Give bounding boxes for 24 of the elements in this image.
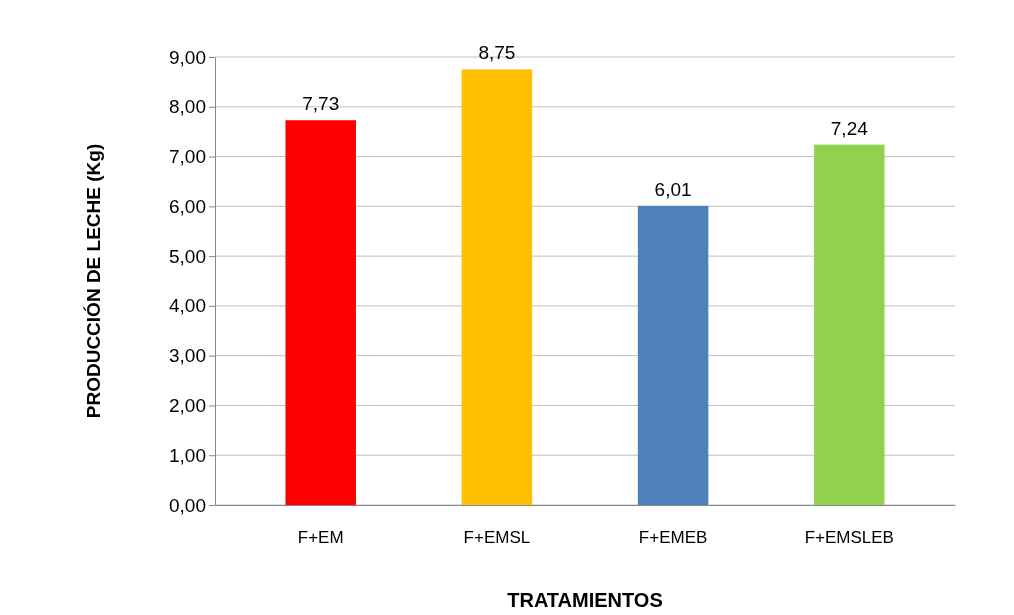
y-tick-label: 7,00 (169, 146, 206, 168)
bar (637, 205, 709, 505)
data-label: 8,75 (478, 42, 516, 64)
data-label: 6,01 (654, 178, 692, 200)
x-tick-label: F+EMSLEB (804, 528, 894, 548)
y-tick-label: 2,00 (169, 395, 206, 417)
y-tick-label: 6,00 (169, 195, 206, 217)
bar (814, 144, 885, 505)
data-label: 7,24 (830, 117, 869, 139)
bar (285, 120, 356, 505)
bar (461, 69, 533, 505)
x-axis-title: TRATAMIENTOS (507, 589, 663, 611)
y-tick-label: 3,00 (169, 345, 206, 367)
x-tick-label: F+EMSL (463, 528, 531, 548)
y-axis-title: PRODUCCIÓN DE LECHE (Kg) (83, 143, 104, 419)
data-label: 7,73 (302, 93, 340, 115)
y-tick-label: 9,00 (169, 46, 206, 68)
y-tick-label: 0,00 (169, 494, 206, 516)
y-tick-label: 4,00 (169, 295, 206, 317)
x-tick-label: F+EMEB (638, 528, 708, 548)
y-tick-label: 1,00 (169, 444, 206, 466)
y-tick-label: 5,00 (169, 245, 206, 267)
x-tick-label: F+EM (297, 528, 344, 548)
y-tick-label: 8,00 (169, 96, 206, 118)
